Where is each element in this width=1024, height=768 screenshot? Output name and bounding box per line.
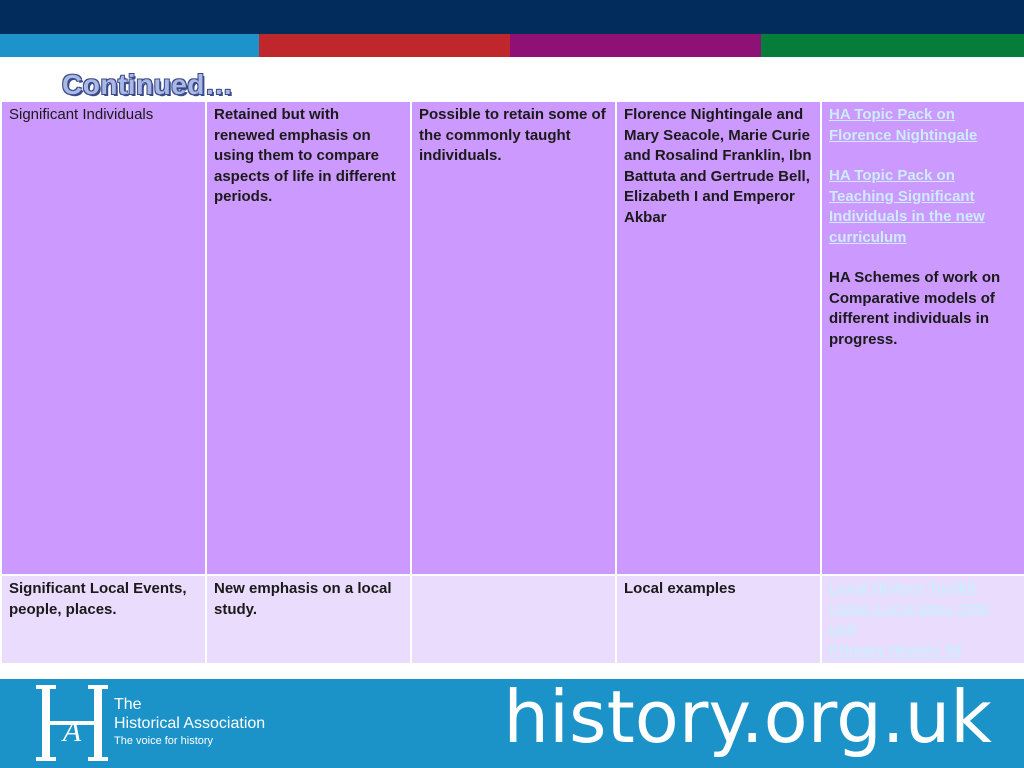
stripe-purple <box>510 34 761 57</box>
cell-examples: Local examples <box>615 574 822 665</box>
cell-topic: Significant Individuals <box>0 100 207 576</box>
cell-resources: HA Topic Pack on Florence Nightingale HA… <box>820 100 1024 576</box>
resource-link[interactable]: Local History Toolkit <box>829 580 977 597</box>
cell-topic: Significant Local Events, people, places… <box>0 574 207 665</box>
org-name-line: The <box>114 696 142 713</box>
footer: A The Historical Association The voice f… <box>0 675 1024 768</box>
cell-retain <box>410 574 617 665</box>
stripe-blue <box>0 34 259 57</box>
cell-change: Retained but with renewed emphasis on us… <box>205 100 412 576</box>
svg-text:A: A <box>61 715 82 748</box>
resource-link[interactable]: Primary History 55 <box>829 641 962 659</box>
historical-association-logo-icon: A <box>36 685 108 761</box>
header-band <box>0 0 1024 34</box>
org-name: The Historical Association <box>114 695 265 733</box>
table-row: Significant Individuals Retained but wit… <box>0 100 1024 576</box>
stripe-red <box>259 34 510 57</box>
resource-link[interactable]: HA Topic Pack on Teaching Significant In… <box>829 167 985 246</box>
curriculum-table: Significant Individuals Retained but wit… <box>0 100 1024 665</box>
resource-link[interactable]: HA Topic Pack on Florence Nightingale <box>829 106 978 144</box>
org-name-line: Historical Association <box>114 715 266 732</box>
resource-note: HA Schemes of work on Comparative models… <box>829 269 1001 348</box>
table-row: Significant Local Events, people, places… <box>0 574 1024 665</box>
resource-link[interactable]: Using Local Sites CPD unit <box>829 600 990 639</box>
stripe-green <box>761 34 1024 57</box>
cell-retain: Possible to retain some of the commonly … <box>410 100 617 576</box>
cell-resources: Local History Toolkit Using Local Sites … <box>820 574 1024 665</box>
site-url[interactable]: history.org.uk <box>503 675 992 759</box>
cell-examples: Florence Nightingale and Mary Seacole, M… <box>615 100 822 576</box>
org-tagline: The voice for history <box>114 735 214 747</box>
cell-change: New emphasis on a local study. <box>205 574 412 665</box>
slide-title: Continued… <box>62 69 234 100</box>
